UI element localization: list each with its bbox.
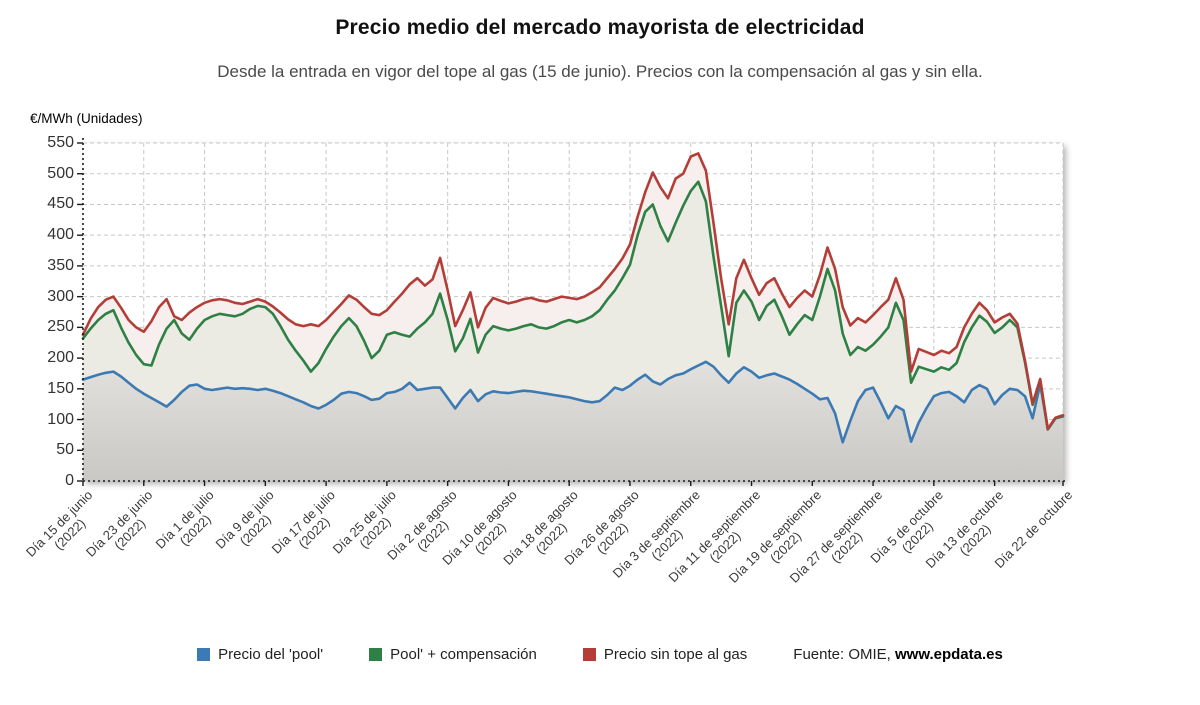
y-tick-label: 300 — [47, 287, 74, 305]
line-precio-sin-tope-al-gas — [81, 152, 1065, 431]
legend-swatch-sin-tope-icon — [582, 648, 596, 661]
legend-item-precio-del-pool[interactable]: Precio del 'pool' — [197, 646, 323, 663]
y-tick-label: 100 — [47, 410, 74, 428]
area-precio-del-pool — [83, 361, 1063, 481]
chart-title: Precio medio del mercado mayorista de el… — [335, 16, 865, 39]
legend-item-sin-tope[interactable]: Precio sin tope al gas — [582, 646, 748, 663]
y-tick-label: 0 — [65, 472, 74, 489]
legend-label-pool: Precio del 'pool' — [218, 646, 324, 663]
legend-label-compensacion: Pool' + compensación — [390, 646, 537, 663]
y-tick-label: 350 — [47, 256, 74, 274]
y-axis-title: €/MWh (Unidades) — [30, 111, 143, 126]
y-tick-label: 500 — [47, 164, 74, 182]
line-pool-compensaci-n — [81, 180, 1065, 431]
y-tick-label: 200 — [47, 349, 74, 367]
y-tick-label: 50 — [56, 441, 74, 459]
source-credit: Fuente: OMIE, www.epdata.es — [793, 646, 1003, 663]
legend-label-sin-tope: Precio sin tope al gas — [603, 646, 748, 663]
legend-swatch-compensacion-icon — [369, 648, 383, 661]
chart-subtitle: Desde la entrada en vigor del tope al ga… — [217, 62, 983, 81]
source-site[interactable]: www.epdata.es — [895, 646, 1003, 663]
legend: Precio del 'pool' Pool' + compensación P… — [0, 646, 1200, 663]
legend-swatch-pool-icon — [197, 648, 211, 661]
line-precio-del-pool — [81, 360, 1065, 444]
source-prefix: Fuente: OMIE, — [793, 646, 895, 663]
y-tick-label: 400 — [47, 226, 74, 244]
y-tick-label: 550 — [47, 134, 74, 151]
legend-item-pool-compensacion[interactable]: Pool' + compensación — [369, 646, 537, 663]
y-tick-label: 450 — [47, 195, 74, 213]
y-tick-label: 250 — [47, 318, 74, 336]
y-tick-label: 150 — [47, 379, 74, 397]
